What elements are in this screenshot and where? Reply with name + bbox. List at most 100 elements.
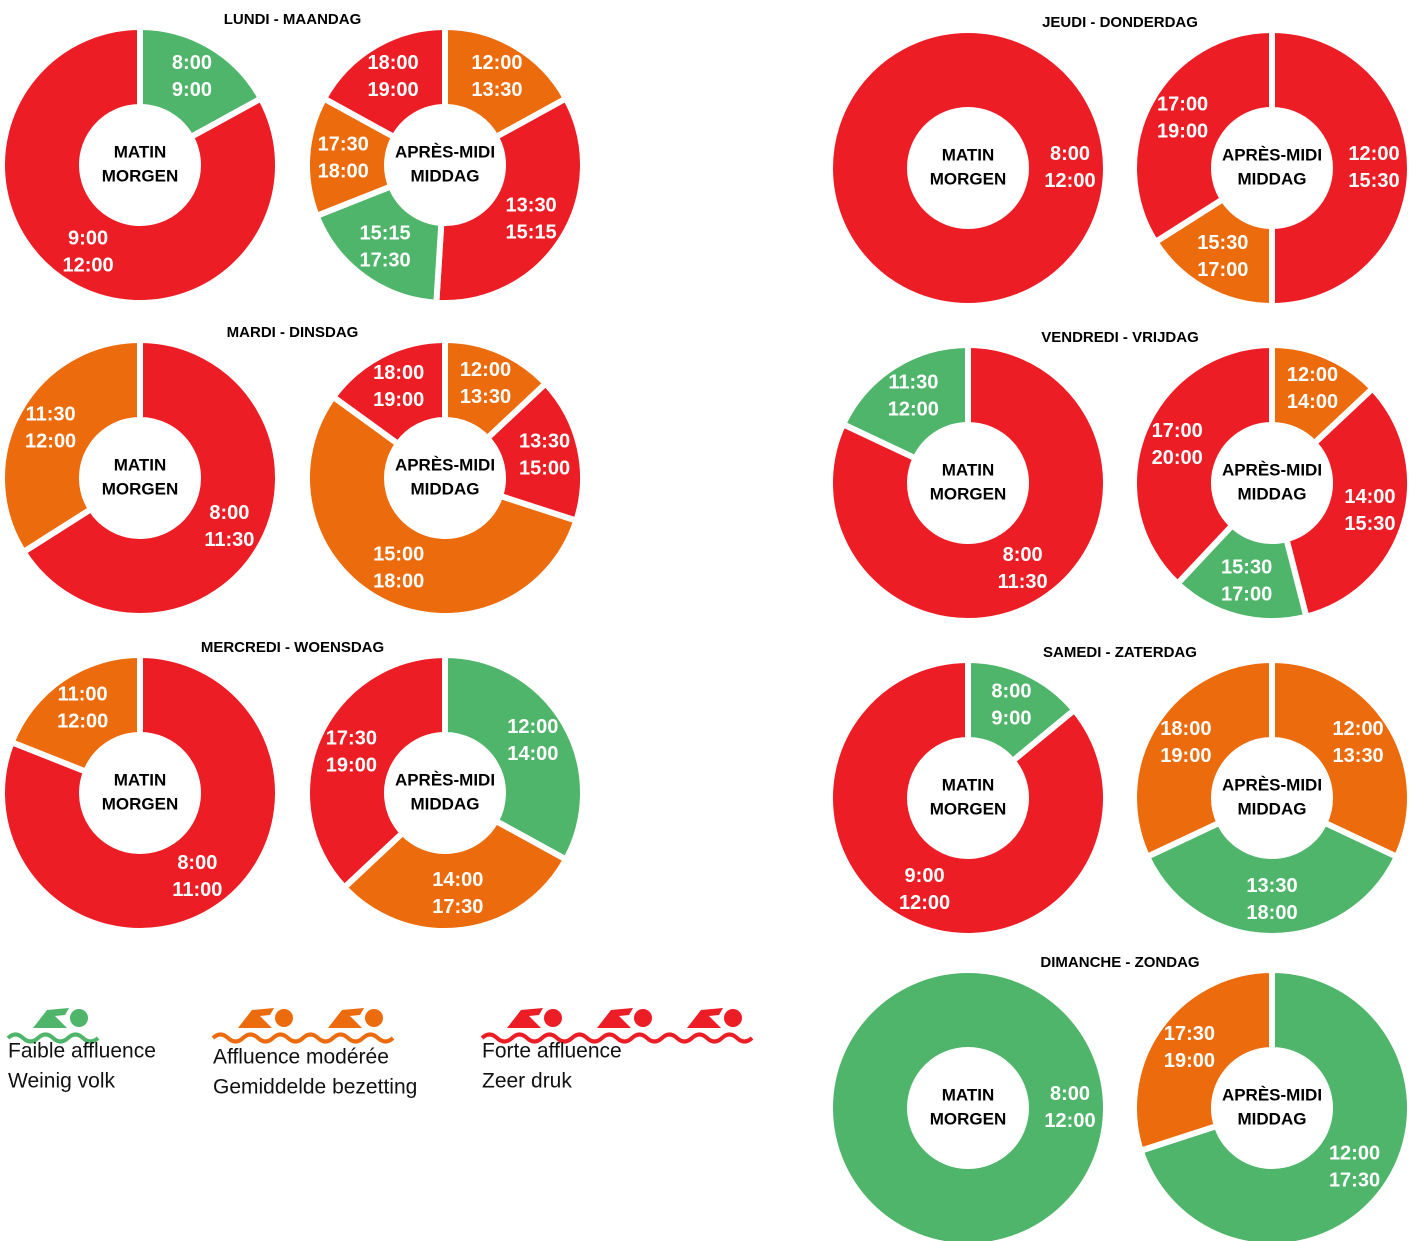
time-label: 18:00	[1246, 902, 1297, 924]
center-label: MIDDAG	[1238, 1109, 1307, 1128]
segment	[839, 341, 971, 463]
legend-label: Faible affluence	[8, 1040, 156, 1063]
time-label: 9:00	[172, 79, 212, 101]
segment	[1136, 966, 1413, 1241]
segment	[1131, 341, 1275, 588]
time-label: 12:00	[62, 255, 113, 277]
segment	[433, 94, 586, 306]
time-label: 15:30	[1348, 170, 1399, 192]
time-label: 11:30	[26, 404, 76, 426]
center-label: APRÈS-MIDI	[395, 455, 495, 474]
time-label: 15:30	[1221, 557, 1272, 579]
segment	[442, 23, 571, 142]
center-label: MATIN	[114, 455, 167, 474]
time-label: 12:00	[1333, 718, 1384, 740]
center-label: MORGEN	[930, 169, 1007, 188]
time-label: 15:30	[1197, 232, 1248, 254]
segment	[19, 336, 281, 619]
segment	[329, 336, 448, 449]
time-label: 17:30	[359, 249, 410, 271]
segment	[312, 182, 445, 306]
time-label: 8:00	[209, 502, 249, 524]
time-label: 13:30	[1333, 745, 1384, 767]
time-label: 12:00	[1287, 364, 1338, 386]
swimmer-body	[597, 1008, 633, 1028]
wave	[6, 1032, 100, 1044]
time-label: 12:00	[1329, 1143, 1380, 1165]
center-label: MATIN	[114, 142, 167, 161]
time-label: 9:00	[68, 228, 108, 250]
segment	[1269, 656, 1413, 861]
segment	[1269, 26, 1413, 310]
swimmer-body	[238, 1008, 274, 1028]
time-label: 14:00	[432, 869, 483, 891]
time-label: 12:00	[1044, 1110, 1095, 1132]
time-label: 19:00	[1157, 121, 1208, 143]
time-label: 15:15	[506, 221, 557, 243]
time-label: 15:00	[373, 544, 424, 566]
time-label: 11:00	[58, 683, 108, 705]
center-label: APRÈS-MIDI	[1222, 775, 1322, 794]
center-label: MIDDAG	[1238, 484, 1307, 503]
center-label: MATIN	[942, 460, 995, 479]
segment	[0, 23, 281, 306]
legend-label: Gemiddelde bezetting	[213, 1076, 417, 1099]
time-label: 17:30	[432, 896, 483, 918]
wave	[480, 1032, 754, 1044]
segment	[0, 651, 281, 934]
time-label: 17:00	[1152, 420, 1203, 442]
time-label: 20:00	[1152, 447, 1203, 469]
time-label: 15:30	[1344, 513, 1395, 535]
center-label: APRÈS-MIDI	[1222, 1085, 1322, 1104]
time-label: 11:30	[204, 529, 254, 551]
time-label: 17:30	[326, 727, 377, 749]
segment	[827, 341, 1109, 624]
swimmer-head	[634, 1009, 652, 1027]
day-title: JEUDI - DONDERDAG	[1042, 14, 1198, 31]
day-title: SAMEDI - ZATERDAG	[1043, 644, 1197, 661]
center-label: MORGEN	[102, 166, 179, 185]
segment	[0, 336, 143, 557]
time-label: 11:30	[888, 372, 938, 394]
center-label: MATIN	[114, 770, 167, 789]
center-label: MIDDAG	[1238, 169, 1307, 188]
time-label: 8:00	[1003, 544, 1043, 566]
time-label: 11:00	[172, 879, 222, 901]
center-label: APRÈS-MIDI	[395, 770, 495, 789]
time-label: 17:00	[1221, 584, 1272, 606]
legend-label: Affluence modérée	[213, 1046, 389, 1069]
center-label: MATIN	[942, 145, 995, 164]
day-title: LUNDI - MAANDAG	[224, 11, 361, 28]
center-label: APRÈS-MIDI	[1222, 145, 1322, 164]
center-label: APRÈS-MIDI	[395, 142, 495, 161]
time-label: 13:30	[519, 431, 570, 453]
segment	[442, 651, 586, 864]
segment	[304, 392, 581, 619]
segment	[827, 966, 1109, 1241]
center-label: MORGEN	[930, 484, 1007, 503]
swimmer-body	[33, 1008, 69, 1028]
center-label: APRÈS-MIDI	[1222, 460, 1322, 479]
time-label: 14:00	[1344, 486, 1395, 508]
segment	[1173, 521, 1310, 624]
time-label: 8:00	[991, 680, 1031, 702]
time-label: 17:30	[318, 133, 369, 155]
time-label: 19:00	[326, 754, 377, 776]
time-label: 9:00	[991, 707, 1031, 729]
center-label: MIDDAG	[1238, 799, 1307, 818]
time-label: 8:00	[1050, 143, 1090, 165]
segment	[319, 23, 448, 142]
segment	[827, 26, 1109, 310]
time-label: 17:30	[1164, 1023, 1215, 1045]
time-label: 12:00	[899, 892, 950, 914]
time-label: 9:00	[905, 865, 945, 887]
time-label: 13:30	[471, 79, 522, 101]
time-label: 15:00	[519, 458, 570, 480]
swimmer-body	[328, 1008, 364, 1028]
segment	[1131, 26, 1275, 247]
swimmer-head	[365, 1009, 383, 1027]
time-label: 12:00	[1348, 143, 1399, 165]
swimmer-body	[507, 1008, 543, 1028]
legend-label: Zeer druk	[482, 1070, 572, 1093]
segment	[1143, 818, 1401, 940]
